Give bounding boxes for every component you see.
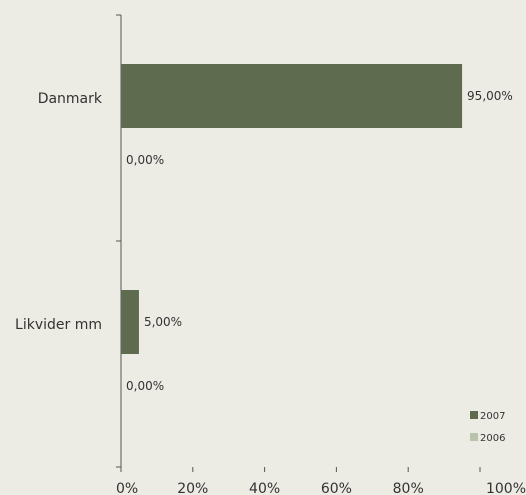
x-tick-label: 20%	[177, 481, 208, 495]
legend-swatch	[470, 433, 478, 441]
legend-swatch	[470, 411, 478, 419]
x-tick-label: 100%	[486, 481, 526, 495]
bar	[121, 290, 139, 354]
bar	[121, 64, 463, 128]
category-label: Danmark	[38, 91, 103, 107]
chart-legend: 2007 2006	[470, 411, 505, 444]
chart-bars	[121, 64, 463, 354]
x-tick-label: 60%	[321, 481, 352, 495]
legend-label: 2007	[480, 411, 505, 422]
chart-axes: 0% 20% 40% 60% 80% 100%	[116, 14, 526, 495]
x-tick-label: 40%	[249, 481, 280, 495]
x-tick-label: 80%	[393, 481, 424, 495]
chart-labels: Danmark 95,00% 0,00% Likvider mm 5,00% 0,00%	[15, 89, 513, 393]
data-label: 0,00%	[126, 153, 164, 167]
data-label: 95,00%	[467, 89, 513, 103]
legend-label: 2006	[480, 433, 505, 444]
category-label: Likvider mm	[15, 317, 102, 333]
data-label: 5,00%	[144, 315, 182, 329]
data-label: 0,00%	[126, 379, 164, 393]
x-tick-label: 0%	[116, 481, 138, 495]
